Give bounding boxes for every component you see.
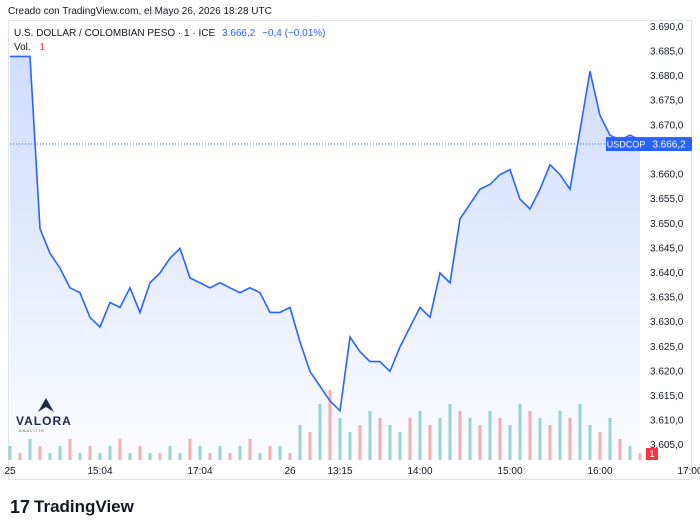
x-tick-label: 17:04 xyxy=(187,466,212,477)
y-tick-label: 3.655,0 xyxy=(650,194,684,205)
legend-price: 3.666,2 xyxy=(221,28,256,39)
y-tick-label: 3.635,0 xyxy=(650,293,684,304)
price-tag-symbol-bg xyxy=(606,137,646,152)
symbol-legend: U.S. DOLLAR / COLOMBIAN PESO · 1 · ICE 3… xyxy=(14,28,325,39)
y-tick-label: 3.605,0 xyxy=(650,440,684,451)
y-tick-label: 3.620,0 xyxy=(650,366,684,377)
price-chart[interactable]: 3.690,0 3.685,0 3.680,0 3.675,0 3.670,0 3.660… xyxy=(0,0,700,490)
valora-logo-text: VALORA xyxy=(16,414,72,428)
tradingview-logo-icon: 17 xyxy=(10,496,31,517)
y-tick-label: 3.645,0 xyxy=(650,243,684,254)
price-tag-symbol: USDCOP xyxy=(607,140,646,150)
y-tick-label: 3.650,0 xyxy=(650,219,684,230)
volume-tag: 1 xyxy=(649,449,654,459)
y-tick-label: 3.615,0 xyxy=(650,391,684,402)
symbol-name: U.S. DOLLAR / COLOMBIAN PESO · 1 · ICE xyxy=(14,28,216,39)
y-tick-label: 3.630,0 xyxy=(650,317,684,328)
x-tick-label: 26 xyxy=(284,466,296,477)
y-tick-label: 3.680,0 xyxy=(650,71,684,82)
legend-change: −0,4 (−0,01%) xyxy=(262,28,326,39)
valora-logo-sub: ANALITIK xyxy=(19,428,45,433)
valora-logo-icon xyxy=(38,398,54,412)
y-tick-label: 3.675,0 xyxy=(650,96,684,107)
y-tick-label: 3.640,0 xyxy=(650,268,684,279)
valora-logo: VALORA ANALITIK xyxy=(16,396,76,436)
x-tick-label: 15:04 xyxy=(87,466,112,477)
x-tick-label: 13:15 xyxy=(327,466,352,477)
tradingview-footer[interactable]: 17 TradingView xyxy=(10,495,134,519)
price-tag-value: 3.666,2 xyxy=(652,140,686,151)
volume-label: Vol. xyxy=(14,42,31,53)
tradingview-wordmark: TradingView xyxy=(34,497,134,516)
x-tick-label: 14:00 xyxy=(407,466,432,477)
chart-credit: Creado con TradingView.com, el Mayo 26, … xyxy=(8,6,272,17)
x-tick-label: 25 xyxy=(4,466,16,477)
x-tick-label: 16:00 xyxy=(587,466,612,477)
y-tick-label: 3.690,0 xyxy=(650,22,684,33)
volume-value: 1 xyxy=(39,42,46,53)
y-tick-label: 3.610,0 xyxy=(650,416,684,427)
chart-panel[interactable] xyxy=(8,20,692,480)
volume-legend: Vol. 1 xyxy=(14,42,45,53)
price-tag-value-bg xyxy=(646,137,692,152)
y-tick-label: 3.660,0 xyxy=(650,170,684,181)
price-area xyxy=(10,56,640,461)
y-tick-label: 3.625,0 xyxy=(650,342,684,353)
price-line xyxy=(10,55,641,413)
y-tick-label: 3.670,0 xyxy=(650,120,684,131)
volume-tag-bg xyxy=(646,448,658,460)
y-tick-label: 3.685,0 xyxy=(650,47,684,58)
x-tick-label: 15:00 xyxy=(497,466,522,477)
x-tick-label: 17:00 xyxy=(677,466,700,477)
